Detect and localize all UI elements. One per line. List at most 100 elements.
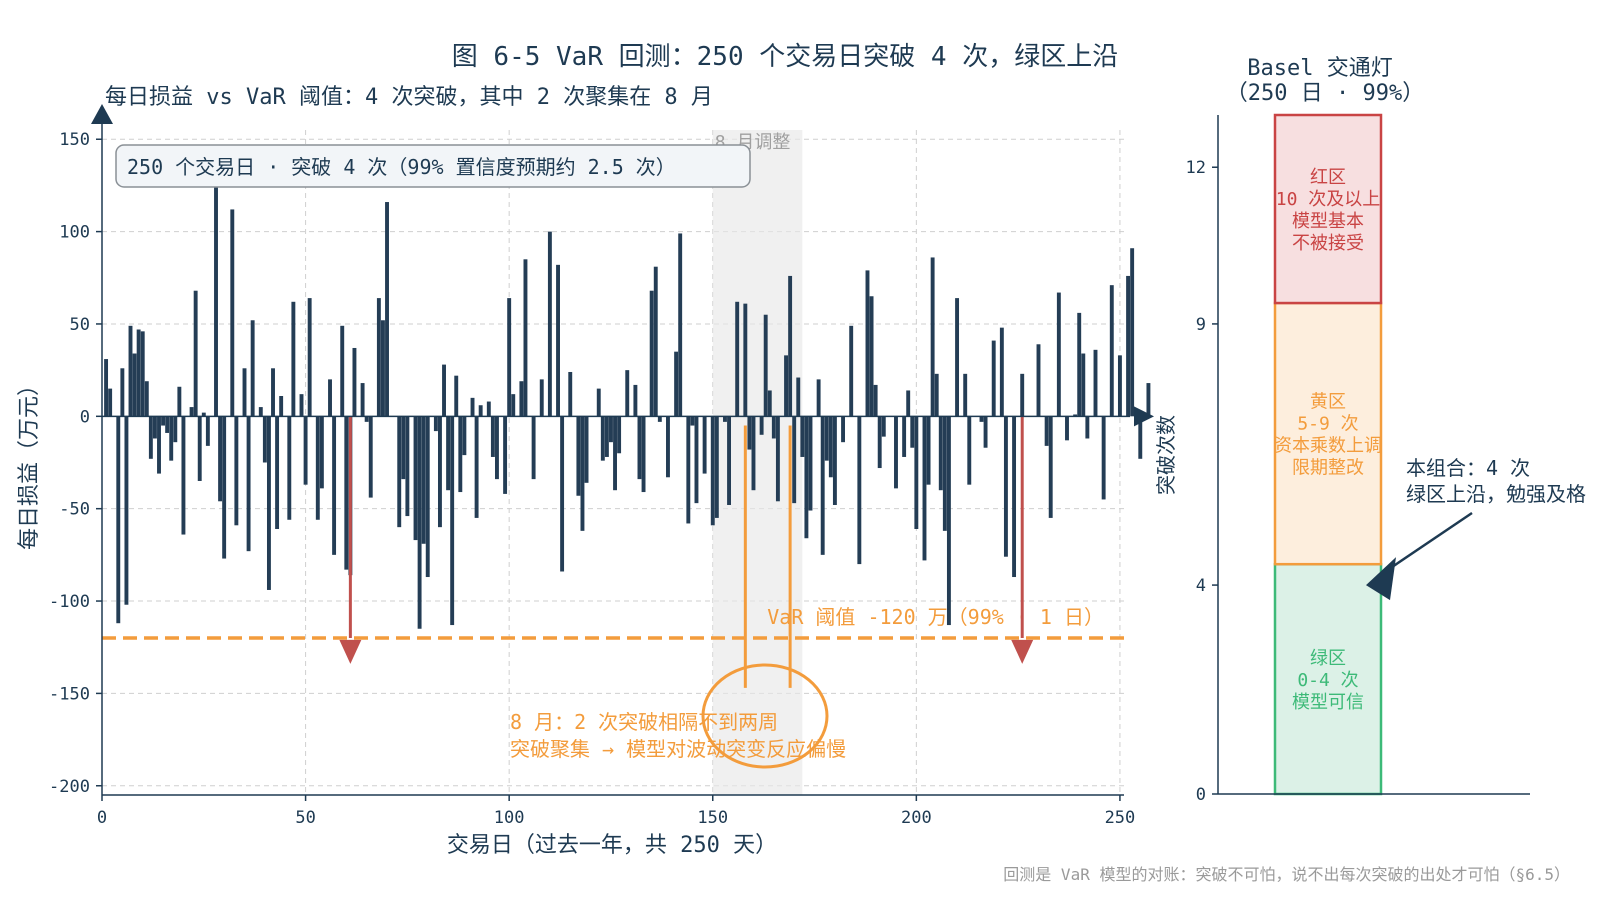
pnl-bar (1117, 355, 1122, 417)
callout-line-2: 突破聚集 → 模型对波动突变反应偏慢 (510, 737, 846, 761)
current-breach-annotation: 本组合：4 次 绿区上沿，勉强及格 (1366, 456, 1586, 601)
pnl-bar (604, 416, 609, 457)
pnl-bar (547, 231, 552, 417)
pnl-axes: 0 50 100 150 200 250 -200 -150 -100 -50 0 50 100 150 (49, 104, 1154, 828)
pnl-bar (157, 416, 161, 474)
pnl-bar (792, 416, 797, 504)
pnl-bar (539, 379, 544, 417)
pnl-bar (1085, 416, 1090, 439)
pnl-bar (710, 416, 715, 526)
pnl-bar (299, 394, 304, 417)
basel-axes: 0 4 9 12 (1186, 115, 1530, 805)
pnl-bar (1101, 416, 1106, 500)
pnl-bar (568, 371, 573, 417)
pnl-bar (922, 416, 927, 561)
y-tick-label: 150 (59, 130, 90, 150)
pnl-bars (104, 185, 1151, 629)
y-tick-label: 100 (59, 223, 90, 243)
pnl-chart: 每日损益 vs VaR 阈值：4 次突破，其中 2 次聚集在 8 月 8 月调整… (17, 85, 1154, 858)
pnl-bar (902, 416, 907, 457)
pnl-bar (474, 416, 479, 518)
pnl-bar (116, 416, 121, 624)
pnl-bar (165, 416, 170, 433)
y-tick-label: -50 (59, 500, 90, 520)
pnl-bar (104, 359, 109, 417)
pnl-bar (120, 368, 125, 417)
zone-绿区 (1273, 562, 1383, 796)
pnl-bar (344, 416, 349, 570)
pnl-bar (262, 416, 267, 463)
pnl-bar (942, 416, 947, 531)
pnl-bar (1109, 285, 1114, 417)
pnl-bar (763, 314, 768, 417)
pnl-bar (144, 381, 149, 417)
pnl-bar (832, 416, 837, 505)
pnl-bar (576, 416, 581, 496)
zone-label: 绿区 (1310, 648, 1346, 669)
pnl-bar (775, 416, 780, 502)
pnl-bar (804, 416, 809, 539)
pnl-bar (926, 416, 931, 485)
pnl-bar (678, 233, 683, 417)
pnl-bar (454, 375, 459, 417)
pnl-bar (189, 407, 194, 417)
pnl-bar (946, 416, 951, 626)
pnl-bar (315, 416, 320, 520)
pnl-bar (1138, 416, 1143, 459)
pnl-bar (1130, 248, 1135, 417)
pnl-bar (771, 416, 776, 439)
zone-红区 (1273, 113, 1383, 305)
annotation-arrow-line (1385, 511, 1473, 573)
pnl-bar (275, 416, 280, 529)
breach-arrow-head (339, 639, 362, 664)
pnl-bar (442, 364, 446, 417)
pnl-bar (767, 390, 772, 417)
pnl-bar (714, 416, 719, 518)
breach-markers (339, 416, 1034, 688)
summary-box-text: 250 个交易日 · 突破 4 次（99% 置信度预期约 2.5 次） (127, 155, 676, 179)
pnl-bar (828, 416, 833, 478)
pnl-x-axis-label: 交易日（过去一年，共 250 天） (447, 833, 777, 858)
pnl-bar (108, 388, 113, 417)
pnl-bar (246, 416, 251, 552)
pnl-bar (132, 353, 137, 417)
pnl-bar (368, 416, 373, 498)
pnl-bar (128, 325, 133, 417)
pnl-bar (148, 416, 153, 459)
pnl-bar (657, 416, 662, 422)
pnl-bar (266, 416, 271, 590)
x-tick-label: 150 (697, 808, 728, 828)
pnl-bar (531, 416, 536, 480)
zone-label: 限期整改 (1292, 458, 1364, 479)
pnl-bar (437, 416, 442, 528)
pnl-bar (193, 290, 198, 417)
pnl-bar (230, 209, 235, 417)
pnl-bar (653, 266, 658, 417)
pnl-bar (503, 416, 508, 494)
pnl-bar (413, 416, 418, 541)
pnl-bar (152, 416, 157, 439)
pnl-bar (279, 396, 284, 417)
pnl-bar (507, 298, 512, 417)
pnl-bar (218, 416, 223, 502)
august-callout: 8 月：2 次突破相隔不到两周 突破聚集 → 模型对波动突变反应偏慢 (510, 663, 846, 769)
pnl-bar (177, 386, 182, 417)
pnl-bar (869, 296, 874, 417)
var-threshold-label: VaR 阈值 -120 万（99% · 1 日） (767, 605, 1104, 629)
zone-label: 5-9 次 (1297, 414, 1358, 435)
x-tick-label: 50 (295, 808, 315, 828)
pnl-bar (405, 416, 410, 517)
pnl-bar (560, 416, 565, 572)
pnl-bar (136, 329, 141, 417)
pnl-bar (360, 383, 365, 417)
pnl-bar (613, 416, 617, 491)
pnl-bar (495, 416, 499, 480)
pnl-bar (291, 301, 296, 417)
pnl-bar (877, 416, 882, 469)
pnl-bar (641, 416, 646, 493)
pnl-bar (584, 416, 589, 483)
pnl-bar (686, 416, 691, 524)
pnl-bar (702, 416, 707, 474)
basel-y-tick-label: 12 (1186, 158, 1206, 178)
basel-y-axis-label: 突破次数 (1154, 415, 1178, 495)
